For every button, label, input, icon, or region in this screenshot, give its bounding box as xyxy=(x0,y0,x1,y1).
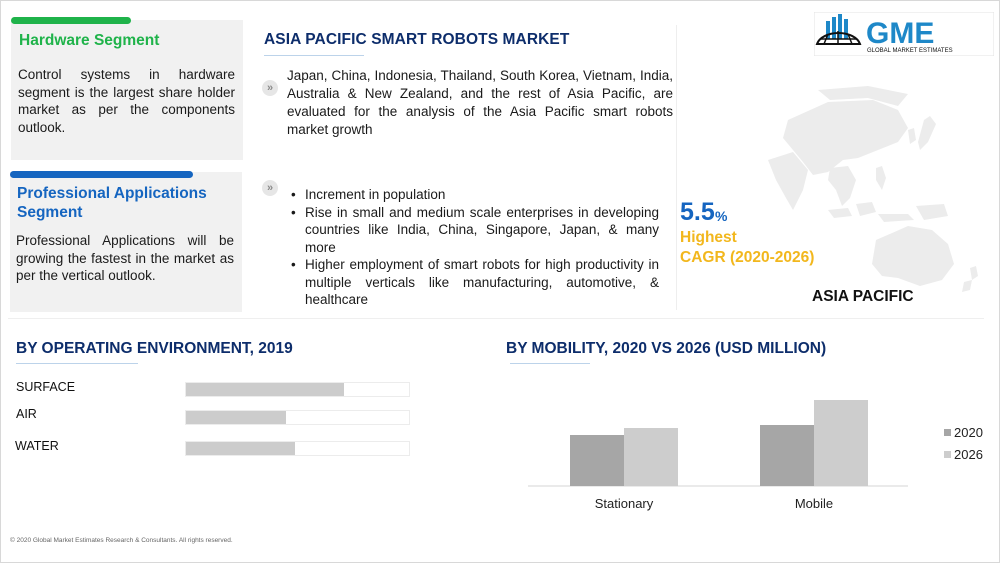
drivers-list: Increment in population Rise in small an… xyxy=(289,186,659,309)
globe-bars-icon xyxy=(815,14,862,45)
operating-title-underline xyxy=(16,363,138,364)
professional-segment-text: Professional Applications will be growin… xyxy=(16,233,234,283)
chevron-right-icon: » xyxy=(262,180,278,196)
gme-logo: GME GLOBAL MARKET ESTIMATES xyxy=(814,12,994,56)
bar-stationary-2020 xyxy=(570,435,624,486)
mobility-bar-chart: Stationary Mobile xyxy=(528,400,908,511)
list-item: Increment in population xyxy=(289,186,659,204)
op-category-label: SURFACE xyxy=(16,380,76,394)
chevron-right-icon: » xyxy=(262,80,278,96)
copyright-footer: © 2020 Global Market Estimates Research … xyxy=(10,537,233,544)
legend-swatch-2026 xyxy=(944,451,951,458)
legend-swatch-2020 xyxy=(944,429,951,436)
cagr-value: 5.5 xyxy=(680,198,715,226)
vertical-divider xyxy=(676,25,677,310)
logo-text: GME xyxy=(866,17,934,50)
cagr-label-period: CAGR (2020-2026) xyxy=(680,249,815,266)
op-category-label: AIR xyxy=(16,407,37,421)
list-item: Rise in small and medium scale enterpris… xyxy=(289,204,659,257)
bar-mobile-2020 xyxy=(760,425,814,486)
professional-segment-title: Professional Applications Segment xyxy=(17,185,207,221)
op-bar xyxy=(186,383,345,396)
op-category-label: WATER xyxy=(15,439,59,453)
operating-environment-title: BY OPERATING ENVIRONMENT, 2019 xyxy=(16,340,293,357)
legend-label-2026: 2026 xyxy=(954,447,983,462)
hardware-accent-bar xyxy=(11,17,131,24)
page-title: ASIA PACIFIC SMART ROBOTS MARKET xyxy=(264,31,570,48)
op-bar-track xyxy=(185,441,410,456)
hardware-segment-text: Control systems in hardware segment is t… xyxy=(18,67,235,135)
asia-pacific-map xyxy=(768,86,978,292)
op-bar-track xyxy=(185,382,410,397)
logo-subtext: GLOBAL MARKET ESTIMATES xyxy=(867,48,953,54)
professional-segment-card: Professional Applications Segment Profes… xyxy=(10,171,242,312)
professional-accent-bar xyxy=(10,171,193,178)
hardware-segment-title: Hardware Segment xyxy=(19,32,160,49)
op-bar xyxy=(186,442,296,455)
op-bar-track xyxy=(185,410,410,425)
bar-stationary-2026 xyxy=(624,428,678,486)
hardware-segment-card: Hardware Segment Control systems in hard… xyxy=(11,17,243,160)
mobility-title-underline xyxy=(510,363,590,364)
x-tick-label: Mobile xyxy=(795,496,833,511)
list-item: Higher employment of smart robots for hi… xyxy=(289,256,659,309)
horizontal-divider xyxy=(8,318,984,319)
mobility-chart-title: BY MOBILITY, 2020 VS 2026 (USD MILLION) xyxy=(506,340,827,357)
op-bar xyxy=(186,411,287,424)
region-label: ASIA PACIFIC xyxy=(812,288,914,305)
cagr-unit: % xyxy=(715,208,728,224)
legend-item-2026: 2026 xyxy=(944,447,983,462)
intro-text: Japan, China, Indonesia, Thailand, South… xyxy=(287,68,673,137)
title-underline xyxy=(264,55,364,56)
cagr-label-highest: Highest xyxy=(680,229,737,246)
legend-item-2020: 2020 xyxy=(944,425,983,440)
legend-label-2020: 2020 xyxy=(954,425,983,440)
x-tick-label: Stationary xyxy=(595,496,654,511)
bar-mobile-2026 xyxy=(814,400,868,486)
